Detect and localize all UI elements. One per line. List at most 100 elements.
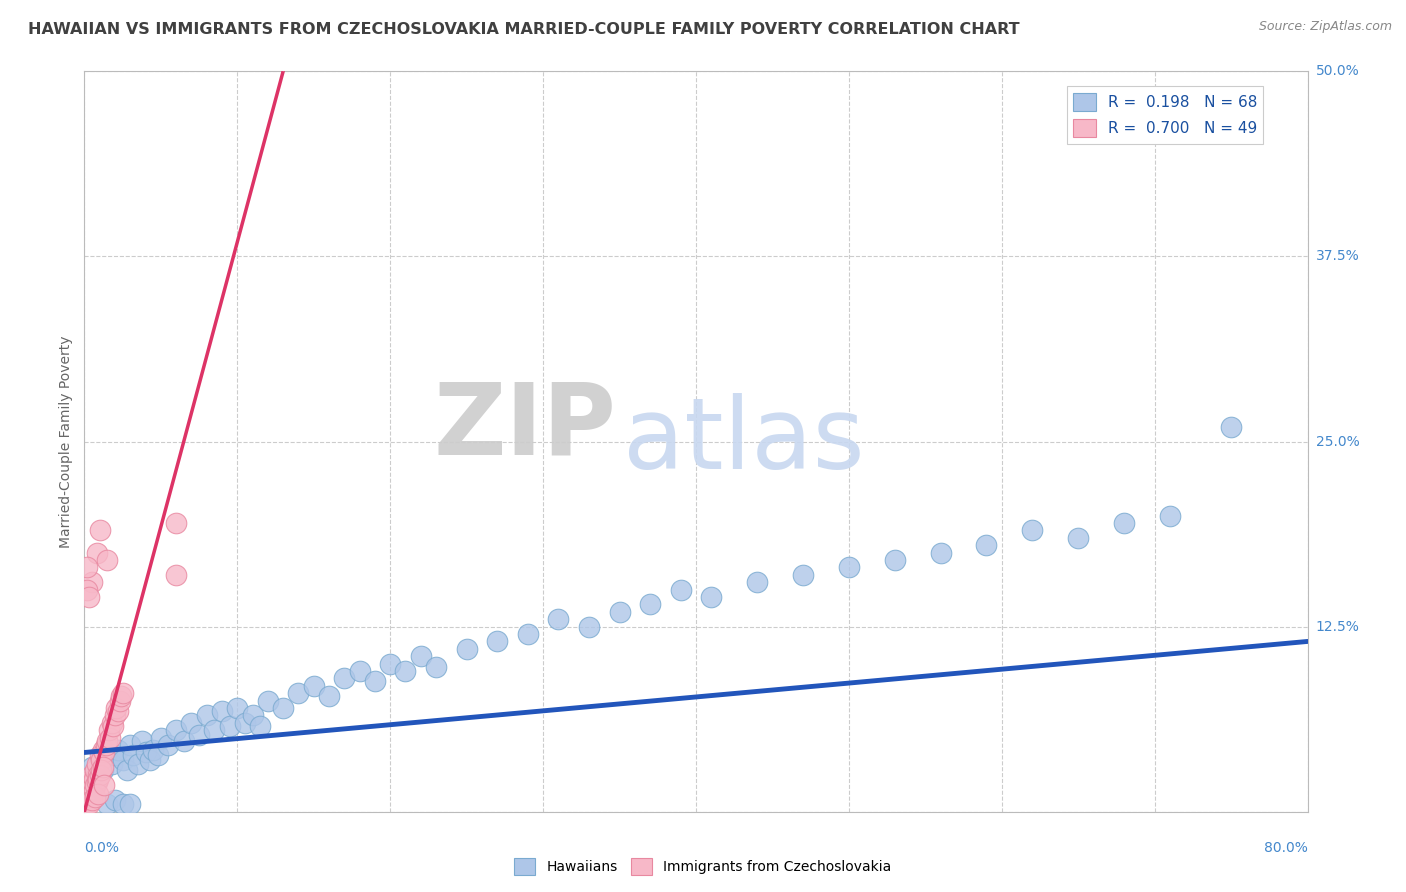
Point: [94, 738, 117, 752]
Text: 25.0%: 25.0%: [1316, 434, 1360, 449]
Point: [96, 553, 118, 567]
Point: [333, 672, 356, 686]
Point: [202, 723, 225, 738]
Point: [287, 686, 309, 700]
Point: [233, 715, 256, 730]
Point: [89, 767, 111, 781]
Point: [80, 767, 103, 781]
Point: [115, 764, 138, 778]
Y-axis label: Married-Couple Family Poverty: Married-Couple Family Poverty: [59, 335, 73, 548]
Point: [669, 582, 692, 597]
Point: [157, 738, 180, 752]
Point: [80, 575, 103, 590]
Point: [91, 764, 114, 778]
Point: [838, 560, 860, 574]
Point: [120, 738, 142, 752]
Point: [165, 567, 187, 582]
Point: [79, 789, 101, 804]
Point: [364, 674, 387, 689]
Text: 12.5%: 12.5%: [1316, 620, 1360, 633]
Point: [86, 546, 108, 560]
Text: 80.0%: 80.0%: [1264, 841, 1308, 855]
Point: [165, 516, 187, 530]
Point: [89, 748, 111, 763]
Point: [104, 708, 127, 723]
Point: [173, 733, 195, 747]
Point: [271, 701, 294, 715]
Point: [90, 764, 112, 778]
Point: [76, 797, 98, 812]
Point: [149, 731, 172, 745]
Point: [105, 701, 128, 715]
Point: [77, 797, 100, 812]
Point: [547, 612, 569, 626]
Point: [883, 553, 905, 567]
Point: [242, 708, 264, 723]
Point: [111, 686, 134, 700]
Point: [122, 748, 145, 763]
Point: [101, 757, 124, 772]
Point: [127, 757, 149, 772]
Point: [188, 728, 211, 742]
Point: [394, 664, 416, 678]
Point: [96, 746, 118, 760]
Point: [120, 797, 142, 812]
Point: [456, 641, 478, 656]
Point: [425, 659, 447, 673]
Point: [792, 567, 814, 582]
Text: atlas: atlas: [623, 393, 865, 490]
Point: [218, 719, 240, 733]
Point: [86, 775, 108, 789]
Point: [104, 793, 127, 807]
Point: [195, 708, 218, 723]
Point: [638, 598, 661, 612]
Point: [747, 575, 769, 590]
Point: [103, 719, 125, 733]
Text: 0.0%: 0.0%: [84, 841, 120, 855]
Point: [257, 694, 280, 708]
Point: [76, 560, 98, 574]
Legend: R =  0.198   N = 68, R =  0.700   N = 49: R = 0.198 N = 68, R = 0.700 N = 49: [1067, 87, 1263, 144]
Point: [107, 704, 129, 718]
Text: ZIP: ZIP: [433, 378, 616, 475]
Point: [87, 787, 110, 801]
Point: [107, 742, 129, 756]
Point: [87, 772, 110, 786]
Point: [146, 748, 169, 763]
Point: [409, 649, 432, 664]
Point: [380, 657, 402, 671]
Point: [80, 787, 103, 801]
Point: [89, 753, 111, 767]
Point: [76, 582, 98, 597]
Point: [108, 694, 131, 708]
Point: [89, 524, 111, 538]
Point: [80, 793, 103, 807]
Point: [80, 760, 103, 774]
Point: [86, 757, 108, 772]
Point: [516, 627, 538, 641]
Point: [98, 731, 121, 745]
Point: [104, 748, 127, 763]
Point: [93, 778, 115, 792]
Point: [976, 538, 998, 552]
Point: [84, 767, 107, 781]
Point: [1021, 524, 1043, 538]
Point: [1067, 531, 1090, 545]
Point: [486, 634, 509, 648]
Point: [929, 546, 952, 560]
Point: [91, 760, 114, 774]
Point: [87, 767, 110, 781]
Point: [96, 797, 118, 812]
Point: [84, 778, 107, 792]
Text: 37.5%: 37.5%: [1316, 250, 1360, 263]
Point: [76, 775, 98, 789]
Point: [1114, 516, 1136, 530]
Point: [77, 590, 100, 604]
Legend: Hawaiians, Immigrants from Czechoslovakia: Hawaiians, Immigrants from Czechoslovaki…: [509, 853, 897, 880]
Point: [349, 664, 371, 678]
Point: [97, 723, 120, 738]
Point: [91, 742, 114, 756]
Point: [93, 746, 115, 760]
Point: [84, 764, 107, 778]
Point: [83, 782, 105, 797]
